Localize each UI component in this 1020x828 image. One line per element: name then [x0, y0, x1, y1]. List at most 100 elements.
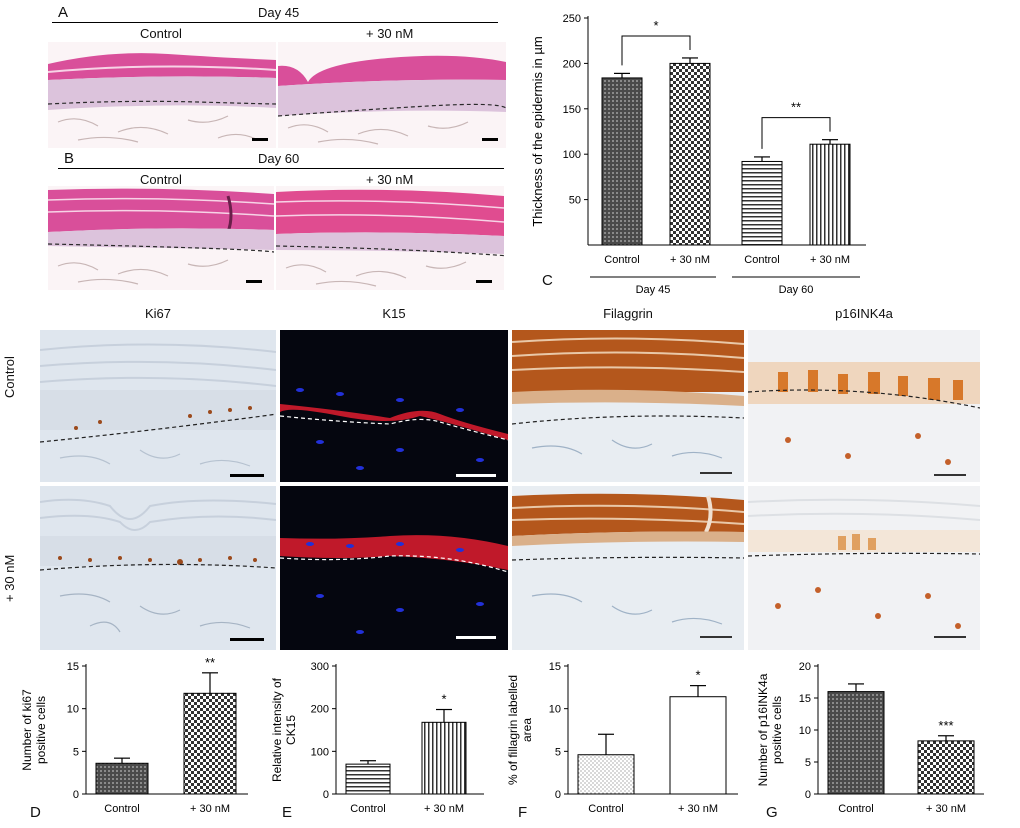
bar	[183, 692, 237, 795]
x-tick-label: + 30 nM	[810, 254, 850, 266]
y-tick-label: 0	[555, 789, 561, 801]
y-tick-label: 20	[799, 661, 811, 673]
y-tick-label: 100	[563, 149, 581, 161]
y-axis-label-line: Relative intensity of	[272, 677, 284, 782]
dermo-epidermal-junction-line	[748, 389, 980, 409]
y-tick-label: 50	[569, 195, 581, 207]
dermo-epidermal-junction-line	[276, 245, 504, 257]
k15-control-image	[280, 330, 508, 482]
panel-letter-b: B	[64, 150, 75, 167]
x-tick-label: Control	[604, 254, 639, 266]
panel-letter-e: E	[282, 804, 293, 821]
dermo-epidermal-junction-line	[48, 243, 274, 253]
scale-bar	[246, 280, 262, 283]
panel-letter-d: D	[30, 804, 41, 821]
scale-bar	[700, 636, 732, 638]
panel-letter-f: F	[518, 804, 528, 821]
column-title-p16ink4a: p16INK4a	[835, 306, 893, 321]
y-axis-label: Relative intensity ofCK15	[272, 677, 298, 782]
dermo-epidermal-junction-line	[280, 415, 508, 441]
x-tick-label: Control	[744, 254, 779, 266]
bar	[95, 762, 149, 795]
he-image-day45-control	[48, 42, 276, 148]
scale-bar	[934, 474, 966, 476]
y-tick-label: 5	[805, 757, 811, 769]
y-tick-label: 250	[563, 13, 581, 25]
filaggrin-bar-chart: 0 5 10 15 % of fillagrin labelledarea Control…	[508, 661, 738, 815]
column-title-k15: K15	[382, 306, 406, 321]
scale-bar	[230, 474, 264, 477]
he-image-day45-treated	[278, 42, 506, 148]
significance-bracket	[761, 117, 831, 149]
he-image-day60-treated	[276, 186, 504, 290]
y-tick-label: 300	[311, 661, 329, 673]
dermo-epidermal-junction-line	[748, 552, 980, 557]
panel-b-rule	[58, 168, 504, 169]
bar	[601, 77, 643, 246]
column-title-ki67: Ki67	[144, 306, 172, 321]
bar	[669, 62, 711, 246]
y-tick-label: 0	[73, 789, 79, 801]
y-axis-label-line: Number of ki67	[20, 689, 34, 771]
x-tick-label: Control	[588, 803, 623, 815]
bar	[809, 143, 851, 246]
scale-bar	[252, 138, 268, 141]
panel-letter-a: A	[58, 4, 69, 21]
bar	[741, 160, 783, 246]
significance-marker: ***	[938, 718, 953, 733]
group-label-day60: Day 60	[779, 284, 814, 296]
y-axis-label-line: Number of p16INK4a	[756, 673, 770, 786]
p16ink4a-control-image	[748, 330, 980, 482]
p16ink4a-bar-chart: 0 5 10 15 20 Number of p16INK4apositive cells…	[756, 661, 984, 815]
panel-a-treated-label: + 30 nM	[366, 26, 414, 41]
panel-a-day-label: Day 45	[258, 5, 300, 20]
panel-letter-c: C	[542, 272, 553, 289]
y-axis-label-line: % of fillagrin labelled	[508, 675, 520, 785]
x-tick-label: + 30 nM	[670, 254, 710, 266]
ki67-bar-chart: 0 5 10 15 Number of ki67positive cells Contro…	[20, 655, 248, 815]
x-tick-label: Control	[104, 803, 139, 815]
bar	[917, 740, 975, 795]
y-tick-label: 0	[805, 789, 811, 801]
ki67-treated-image	[40, 486, 276, 650]
k15-treated-image	[280, 486, 508, 650]
scale-bar	[482, 138, 498, 141]
bar	[577, 754, 635, 795]
y-axis-label-line: area	[520, 718, 534, 742]
panel-letter-g: G	[766, 804, 778, 821]
panel-a-rule	[52, 22, 498, 23]
row-label-treated: + 30 nM	[2, 554, 17, 602]
y-tick-label: 0	[323, 789, 329, 801]
p16ink4a-treated-image	[748, 486, 980, 650]
panel-b-treated-label: + 30 nM	[366, 172, 414, 187]
scale-bar	[700, 472, 732, 474]
column-title-filaggrin: Filaggrin	[603, 306, 653, 321]
scale-bar	[456, 474, 496, 477]
panel-a-control-label: Control	[140, 26, 182, 41]
y-axis-label: Thickness of the epidermis in µm	[530, 36, 545, 226]
y-tick-label: 200	[311, 704, 329, 716]
y-axis-label: Number of ki67positive cells	[20, 689, 48, 771]
scale-bar	[230, 638, 264, 641]
significance-marker: *	[653, 18, 658, 33]
y-tick-label: 10	[549, 704, 561, 716]
y-axis-label: Number of p16INK4apositive cells	[756, 673, 784, 786]
filaggrin-treated-image	[512, 486, 744, 650]
scale-bar	[934, 636, 966, 638]
dermo-epidermal-junction-line	[48, 100, 276, 105]
group-label-day45: Day 45	[636, 284, 671, 296]
y-axis-label-line: Thickness of the epidermis in µm	[530, 36, 545, 226]
y-tick-label: 15	[799, 693, 811, 705]
ki67-control-image	[40, 330, 276, 482]
dermo-epidermal-junction-line	[40, 563, 276, 571]
significance-bracket	[621, 35, 691, 66]
he-image-day60-control	[48, 186, 274, 290]
x-tick-label: + 30 nM	[190, 803, 230, 815]
bar	[421, 721, 467, 795]
row-label-control: Control	[2, 356, 17, 398]
y-axis-label-line: positive cells	[770, 696, 784, 764]
y-tick-label: 15	[549, 661, 561, 673]
y-tick-label: 5	[73, 746, 79, 758]
x-tick-label: Control	[350, 803, 385, 815]
bar	[669, 696, 727, 795]
